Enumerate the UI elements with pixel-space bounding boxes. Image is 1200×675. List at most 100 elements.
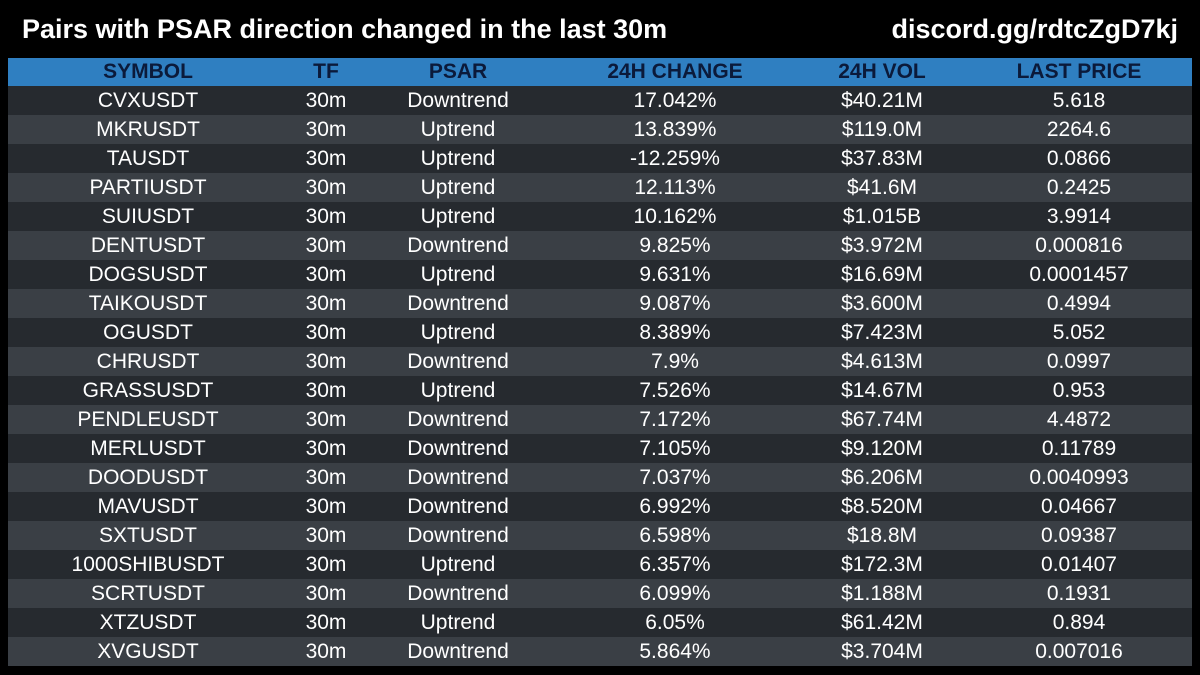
cell-24h-change: 6.357% — [639, 553, 711, 576]
cell-psar: Uptrend — [420, 147, 496, 170]
cell-last-price: 0.01407 — [1041, 553, 1117, 576]
cell-24h-vol: $14.67M — [841, 379, 923, 402]
cell-tf: 30m — [305, 234, 347, 257]
cell-psar: Uptrend — [420, 176, 496, 199]
table-row[interactable]: SUIUSDT 30m Uptrend 10.162% $1.015B 3.9914 — [8, 202, 1192, 231]
cell-24h-vol: $4.613M — [841, 350, 923, 373]
table-row[interactable]: GRASSUSDT 30m Uptrend 7.526% $14.67M 0.953 — [8, 376, 1192, 405]
cell-24h-change: 13.839% — [633, 118, 717, 141]
cell-24h-vol: $67.74M — [841, 408, 923, 431]
cell-24h-change: 10.162% — [633, 205, 717, 228]
cell-psar: Uptrend — [420, 321, 496, 344]
cell-24h-vol: $1.188M — [841, 582, 923, 605]
cell-tf: 30m — [305, 118, 347, 141]
cell-24h-vol: $6.206M — [841, 466, 923, 489]
discord-link[interactable]: discord.gg/rdtcZgD7kj — [891, 14, 1178, 44]
table-row[interactable]: XTZUSDT 30m Uptrend 6.05% $61.42M 0.894 — [8, 608, 1192, 637]
table-row[interactable]: TAIKOUSDT 30m Downtrend 9.087% $3.600M 0.4994 — [8, 289, 1192, 318]
table-row[interactable]: PENDLEUSDT 30m Downtrend 7.172% $67.74M 4.487… — [8, 405, 1192, 434]
table-row[interactable]: CHRUSDT 30m Downtrend 7.9% $4.613M 0.0997 — [8, 347, 1192, 376]
cell-last-price: 0.894 — [1052, 611, 1106, 634]
cell-psar: Downtrend — [407, 640, 509, 663]
cell-symbol: XTZUSDT — [99, 611, 197, 634]
column-header-24h-change[interactable]: 24H CHANGE — [607, 60, 743, 83]
cell-24h-change: 5.864% — [639, 640, 711, 663]
cell-symbol: SCRTUSDT — [91, 582, 205, 605]
cell-tf: 30m — [305, 611, 347, 634]
table-row[interactable]: CVXUSDT 30m Downtrend 17.042% $40.21M 5.618 — [8, 86, 1192, 115]
table-row[interactable]: SCRTUSDT 30m Downtrend 6.099% $1.188M 0.1931 — [8, 579, 1192, 608]
cell-tf: 30m — [305, 89, 347, 112]
cell-24h-change: 7.105% — [639, 437, 711, 460]
cell-last-price: 0.04667 — [1041, 495, 1117, 518]
cell-symbol: DENTUSDT — [90, 234, 206, 257]
cell-tf: 30m — [305, 205, 347, 228]
table-row[interactable]: DOGSUSDT 30m Uptrend 9.631% $16.69M 0.0001457 — [8, 260, 1192, 289]
cell-24h-change: 7.172% — [639, 408, 711, 431]
cell-tf: 30m — [305, 321, 347, 344]
cell-last-price: 5.052 — [1052, 321, 1106, 344]
cell-tf: 30m — [305, 176, 347, 199]
cell-24h-change: 8.389% — [639, 321, 711, 344]
table-row[interactable]: SXTUSDT 30m Downtrend 6.598% $18.8M 0.09387 — [8, 521, 1192, 550]
column-header-tf[interactable]: TF — [313, 60, 339, 83]
cell-tf: 30m — [305, 350, 347, 373]
column-header-symbol[interactable]: SYMBOL — [103, 60, 193, 83]
table-row[interactable]: DENTUSDT 30m Downtrend 9.825% $3.972M 0.00081… — [8, 231, 1192, 260]
cell-tf: 30m — [305, 524, 347, 547]
cell-symbol: TAIKOUSDT — [88, 292, 208, 315]
cell-24h-vol: $8.520M — [841, 495, 923, 518]
cell-last-price: 0.11789 — [1041, 437, 1117, 460]
cell-24h-vol: $7.423M — [841, 321, 923, 344]
cell-symbol: DOGSUSDT — [88, 263, 208, 286]
column-header-psar[interactable]: PSAR — [428, 60, 488, 83]
cell-psar: Downtrend — [407, 89, 509, 112]
table-row[interactable]: 1000SHIBUSDT 30m Uptrend 6.357% $172.3M 0.014… — [8, 550, 1192, 579]
cell-last-price: 0.2425 — [1046, 176, 1112, 199]
cell-24h-vol: $9.120M — [841, 437, 923, 460]
cell-24h-vol: $18.8M — [846, 524, 918, 547]
cell-symbol: SUIUSDT — [101, 205, 195, 228]
cell-psar: Uptrend — [420, 553, 496, 576]
cell-last-price: 0.0866 — [1046, 147, 1112, 170]
table-row[interactable]: OGUSDT 30m Uptrend 8.389% $7.423M 5.052 — [8, 318, 1192, 347]
cell-last-price: 0.0997 — [1046, 350, 1112, 373]
cell-tf: 30m — [305, 263, 347, 286]
cell-symbol: 1000SHIBUSDT — [71, 553, 225, 576]
cell-last-price: 0.953 — [1052, 379, 1106, 402]
cell-tf: 30m — [305, 408, 347, 431]
column-header-last-price[interactable]: LAST PRICE — [1016, 60, 1142, 83]
cell-psar: Downtrend — [407, 408, 509, 431]
cell-24h-change: 7.526% — [639, 379, 711, 402]
table-row[interactable]: PARTIUSDT 30m Uptrend 12.113% $41.6M 0.2425 — [8, 173, 1192, 202]
table-row[interactable]: MAVUSDT 30m Downtrend 6.992% $8.520M 0.04667 — [8, 492, 1192, 521]
cell-24h-change: 7.9% — [651, 350, 699, 373]
cell-symbol: MAVUSDT — [97, 495, 199, 518]
cell-24h-change: 6.992% — [639, 495, 711, 518]
cell-psar: Downtrend — [407, 495, 509, 518]
cell-symbol: CHRUSDT — [96, 350, 200, 373]
cell-24h-change: 12.113% — [634, 176, 716, 199]
column-header-24h-vol[interactable]: 24H VOL — [838, 60, 926, 83]
cell-tf: 30m — [305, 147, 347, 170]
cell-tf: 30m — [305, 292, 347, 315]
table-row[interactable]: DOODUSDT 30m Downtrend 7.037% $6.206M 0.00409… — [8, 463, 1192, 492]
cell-tf: 30m — [305, 582, 347, 605]
table-row[interactable]: XVGUSDT 30m Downtrend 5.864% $3.704M 0.007016 — [8, 637, 1192, 666]
table-row[interactable]: TAUSDT 30m Uptrend -12.259% $37.83M 0.0866 — [8, 144, 1192, 173]
table-row[interactable]: MKRUSDT 30m Uptrend 13.839% $119.0M 2264.6 — [8, 115, 1192, 144]
cell-24h-vol: $61.42M — [841, 611, 923, 634]
cell-symbol: MERLUSDT — [90, 437, 206, 460]
page-title: Pairs with PSAR direction changed in the… — [22, 14, 668, 44]
cell-symbol: PENDLEUSDT — [77, 408, 219, 431]
cell-tf: 30m — [305, 495, 347, 518]
cell-last-price: 0.000816 — [1035, 234, 1123, 257]
cell-tf: 30m — [305, 553, 347, 576]
cell-last-price: 5.618 — [1052, 89, 1106, 112]
cell-psar: Downtrend — [407, 466, 509, 489]
cell-psar: Downtrend — [407, 437, 509, 460]
cell-symbol: XVGUSDT — [97, 640, 199, 663]
table-row[interactable]: MERLUSDT 30m Downtrend 7.105% $9.120M 0.11789 — [8, 434, 1192, 463]
cell-psar: Uptrend — [420, 379, 496, 402]
cell-24h-vol: $119.0M — [841, 118, 923, 141]
